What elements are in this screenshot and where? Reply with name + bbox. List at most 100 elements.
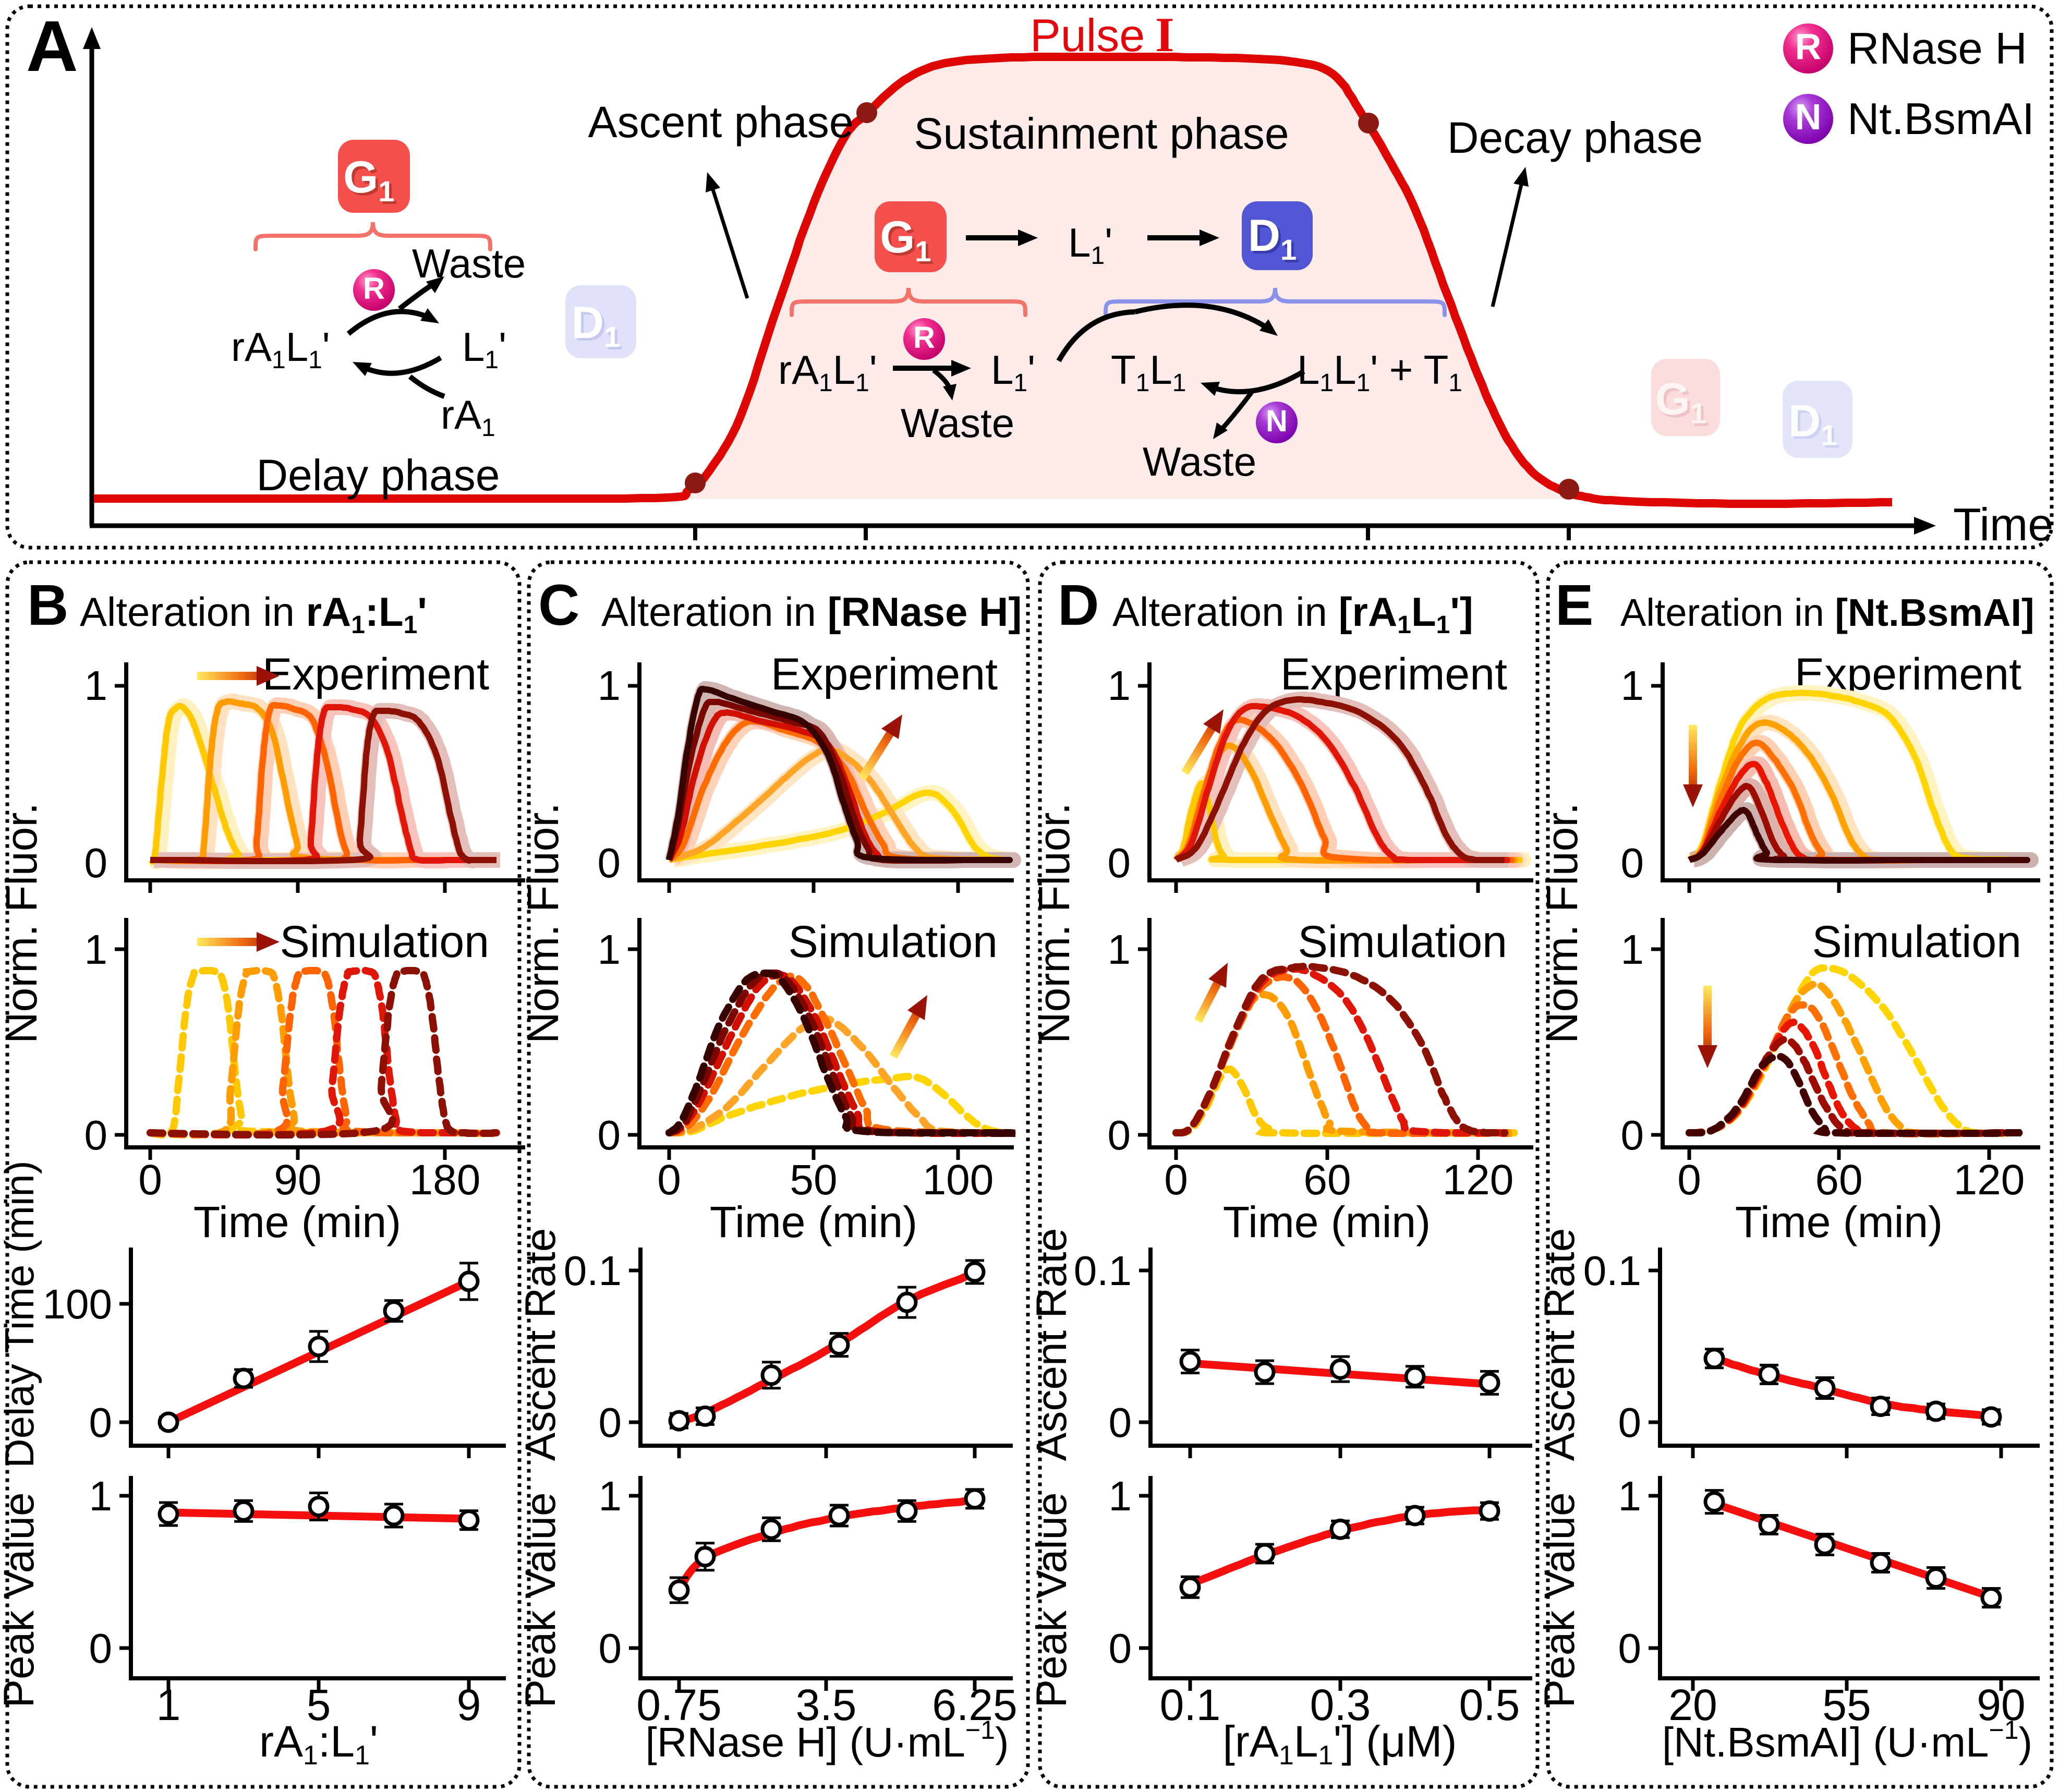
svg-text:0: 0 (598, 1112, 621, 1158)
svg-text:L1​L1​' + T1​: L1​L1​' + T1​ (1297, 347, 1462, 397)
svg-text:0.75: 0.75 (636, 1680, 722, 1729)
svg-text:0.1: 0.1 (1583, 1248, 1641, 1294)
svg-text:Alteration in [Nt.BsmAI]: Alteration in [Nt.BsmAI] (1620, 591, 2034, 634)
svg-text:Norm. Fluor.: Norm. Fluor. (0, 803, 46, 1044)
svg-text:0.1: 0.1 (1160, 1680, 1221, 1729)
svg-text:rA1​:L1​': rA1​:L1​' (259, 1717, 378, 1771)
svg-text:L1​': L1​' (991, 347, 1035, 397)
svg-text:90: 90 (1977, 1680, 2025, 1729)
svg-text:R: R (913, 321, 935, 355)
svg-text:0: 0 (1108, 840, 1131, 886)
svg-text:100: 100 (923, 1156, 994, 1204)
svg-text:0: 0 (1109, 1625, 1132, 1672)
svg-text:1: 1 (89, 1473, 113, 1519)
svg-text:Alteration in rA1​:L1​': Alteration in rA1​:L1​' (80, 589, 427, 639)
svg-text:120: 120 (1443, 1156, 1514, 1204)
svg-text:1: 1 (1621, 662, 1644, 709)
svg-text:I: I (1155, 8, 1174, 62)
svg-text:1: 1 (598, 662, 621, 709)
svg-text:0: 0 (89, 1625, 113, 1672)
svg-text:[rA1​L1​'] (μM): [rA1​L1​'] (μM) (1223, 1717, 1457, 1771)
svg-text:0: 0 (84, 840, 108, 886)
svg-text:Alteration in [rA1​L1​']: Alteration in [rA1​L1​'] (1112, 589, 1473, 639)
svg-text:Delay Time (min): Delay Time (min) (0, 1160, 42, 1468)
svg-text:50: 50 (790, 1156, 837, 1204)
svg-text:Norm. Fluor.: Norm. Fluor. (1030, 803, 1079, 1044)
svg-text:0.1: 0.1 (1074, 1248, 1132, 1294)
svg-text:0: 0 (1164, 1156, 1188, 1204)
svg-text:1: 1 (1108, 662, 1131, 709)
svg-text:0: 0 (1677, 1156, 1701, 1204)
svg-text:5: 5 (307, 1680, 331, 1729)
svg-text:Norm. Fluor.: Norm. Fluor. (518, 803, 567, 1044)
svg-text:Simulation: Simulation (788, 917, 998, 967)
svg-text:90: 90 (274, 1156, 321, 1204)
svg-text:Waste: Waste (1143, 439, 1256, 485)
svg-text:L1​': L1​' (1068, 220, 1112, 270)
svg-text:E: E (1555, 573, 1593, 637)
svg-text:60: 60 (1303, 1156, 1351, 1204)
svg-text:Ascent Rate: Ascent Rate (517, 1228, 564, 1461)
svg-text:0: 0 (84, 1112, 108, 1158)
svg-text:Peak Value: Peak Value (517, 1492, 564, 1708)
svg-text:0.5: 0.5 (1459, 1680, 1520, 1729)
svg-text:rA1​L1​': rA1​L1​' (231, 324, 330, 374)
svg-text:N: N (1795, 96, 1822, 137)
svg-text:Ascent Rate: Ascent Rate (1536, 1228, 1583, 1461)
svg-text:0.1: 0.1 (564, 1248, 622, 1294)
svg-text:0: 0 (599, 1399, 622, 1446)
svg-text:0: 0 (1621, 840, 1644, 886)
svg-text:Ascent Rate: Ascent Rate (1028, 1228, 1075, 1461)
svg-text:0: 0 (138, 1156, 162, 1204)
svg-text:1: 1 (598, 926, 621, 973)
svg-text:0: 0 (657, 1156, 681, 1204)
svg-text:[Nt.BsmAI] (U·mL−1​): [Nt.BsmAI] (U·mL−1​) (1662, 1715, 2032, 1765)
svg-text:Simulation: Simulation (280, 917, 489, 967)
svg-text:Decay phase: Decay phase (1447, 113, 1703, 162)
svg-text:D1: D1 (1251, 213, 1299, 269)
svg-text:RNase H: RNase H (1847, 24, 2027, 74)
svg-text:1: 1 (1621, 926, 1644, 973)
svg-text:T1​L1​: T1​L1​ (1111, 347, 1186, 397)
svg-text:1: 1 (84, 662, 108, 709)
svg-text:Waste: Waste (412, 240, 526, 286)
svg-text:Experiment: Experiment (1280, 649, 1507, 699)
svg-text:Nt.BsmAI: Nt.BsmAI (1847, 94, 2034, 144)
svg-text:60: 60 (1815, 1156, 1862, 1204)
svg-text:1: 1 (1618, 1473, 1642, 1519)
svg-text:55: 55 (1822, 1680, 1871, 1729)
svg-text:9: 9 (457, 1680, 481, 1729)
svg-text:C: C (538, 573, 579, 637)
svg-text:Delay phase: Delay phase (257, 451, 500, 500)
svg-text:R: R (363, 272, 385, 306)
svg-text:1: 1 (599, 1473, 622, 1519)
svg-text:0: 0 (1621, 1112, 1644, 1158)
svg-text:Norm. Fluor.: Norm. Fluor. (1537, 803, 1586, 1044)
svg-text:0: 0 (1109, 1399, 1132, 1446)
svg-text:Sustainment phase: Sustainment phase (914, 109, 1289, 158)
svg-text:Experiment: Experiment (771, 649, 998, 699)
svg-text:0: 0 (1108, 1112, 1131, 1158)
svg-text:A: A (26, 6, 78, 87)
svg-text:0: 0 (1618, 1399, 1642, 1446)
svg-text:1: 1 (1108, 926, 1131, 973)
svg-text:0.3: 0.3 (1310, 1680, 1371, 1729)
svg-text:Peak Value: Peak Value (0, 1492, 43, 1708)
svg-text:L1​': L1​' (462, 324, 506, 374)
svg-text:Time: Time (1953, 499, 2053, 550)
svg-text:3.5: 3.5 (796, 1680, 857, 1729)
svg-text:Waste: Waste (901, 400, 1014, 446)
svg-text:Time (min): Time (min) (1735, 1197, 1943, 1246)
svg-text:1: 1 (156, 1680, 181, 1729)
svg-text:Alteration in [RNase H]: Alteration in [RNase H] (601, 589, 1022, 635)
svg-text:Peak Value: Peak Value (1028, 1492, 1075, 1708)
svg-text:Simulation: Simulation (1298, 917, 1507, 967)
svg-text:Peak Value: Peak Value (1536, 1492, 1583, 1708)
svg-text:N: N (1266, 404, 1288, 438)
svg-text:rA1​L1​': rA1​L1​' (778, 347, 877, 397)
svg-text:1: 1 (1109, 1473, 1132, 1519)
svg-text:1: 1 (84, 926, 108, 973)
svg-text:Time (min): Time (min) (1223, 1197, 1431, 1246)
svg-text:0: 0 (89, 1399, 113, 1446)
svg-text:20: 20 (1668, 1680, 1717, 1729)
